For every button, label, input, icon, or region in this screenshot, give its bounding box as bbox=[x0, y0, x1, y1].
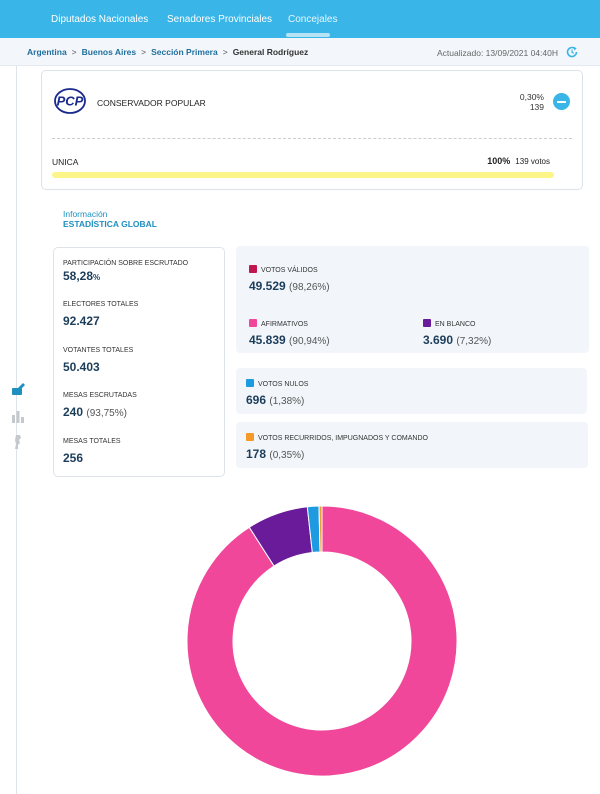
bar-chart-icon[interactable] bbox=[10, 408, 26, 424]
breadcrumb-separator: > bbox=[141, 47, 147, 57]
svg-text:PCP: PCP bbox=[57, 94, 84, 109]
en-blanco-swatch bbox=[423, 319, 431, 327]
breadcrumb: Argentina > Buenos Aires > Sección Primera > G… bbox=[27, 47, 308, 57]
list-name: UNICA bbox=[52, 157, 79, 167]
party-votes: 139 bbox=[529, 102, 544, 112]
global-stats-card: PARTICIPACIÓN SOBRE ESCRUTADO 58,28% ELE… bbox=[53, 247, 225, 477]
top-navigation: Diputados Nacionales Senadores Provincia… bbox=[0, 0, 600, 38]
list-percent: 100% bbox=[487, 156, 511, 166]
mesas-escrutadas-value: 240 (93,75%) bbox=[63, 405, 127, 419]
party-logo: PCP bbox=[54, 88, 86, 114]
breadcrumb-general-rodriguez: General Rodríguez bbox=[232, 47, 309, 57]
votos-nulos-value: 696 (1,38%) bbox=[246, 393, 305, 407]
active-tab-indicator bbox=[286, 33, 330, 37]
electores-value: 92.427 bbox=[63, 314, 100, 328]
votos-recurridos-label: VOTOS RECURRIDOS, IMPUGNADOS Y COMANDO bbox=[246, 433, 428, 442]
breadcrumb-argentina[interactable]: Argentina bbox=[27, 47, 67, 57]
votos-nulos-swatch bbox=[246, 379, 254, 387]
list-progress-bar bbox=[52, 172, 554, 178]
collapse-button[interactable] bbox=[553, 93, 570, 110]
tab-concejales[interactable]: Concejales bbox=[288, 14, 338, 25]
side-rail bbox=[16, 66, 17, 794]
votos-validos-value: 49.529 (98,26%) bbox=[249, 279, 330, 293]
last-updated: Actualizado: 13/09/2021 04:40H bbox=[437, 48, 558, 58]
party-name: CONSERVADOR POPULAR bbox=[97, 98, 206, 108]
tab-diputados-nacionales[interactable]: Diputados Nacionales bbox=[51, 14, 149, 25]
breadcrumb-seccion-primera[interactable]: Sección Primera bbox=[151, 47, 218, 57]
votantes-value: 50.403 bbox=[63, 360, 100, 374]
list-result: 100% 139 votos bbox=[487, 156, 550, 166]
mesas-totales-value: 256 bbox=[63, 451, 84, 465]
en-blanco-value: 3.690 (7,32%) bbox=[423, 333, 492, 347]
afirmativos-value: 45.839 (90,94%) bbox=[249, 333, 330, 347]
valid-votes-box: VOTOS VÁLIDOS 49.529 (98,26%) AFIRMATIVO… bbox=[236, 246, 589, 353]
afirmativos-swatch bbox=[249, 319, 257, 327]
participacion-value: 58,28% bbox=[63, 269, 101, 283]
electores-label: ELECTORES TOTALES bbox=[63, 301, 139, 308]
votos-validos-label: VOTOS VÁLIDOS bbox=[249, 265, 318, 274]
ballot-box-icon[interactable] bbox=[10, 380, 26, 396]
donut-segment-afirmativos[interactable] bbox=[187, 506, 457, 776]
tab-senadores-provinciales[interactable]: Senadores Provinciales bbox=[167, 14, 273, 25]
votantes-label: VOTANTES TOTALES bbox=[63, 347, 134, 354]
divider bbox=[52, 138, 572, 139]
party-percent: 0,30% bbox=[519, 92, 544, 102]
votos-nulos-label: VOTOS NULOS bbox=[246, 379, 308, 388]
donut-segment-recurridos[interactable] bbox=[318, 506, 323, 553]
mesas-totales-label: MESAS TOTALES bbox=[63, 438, 121, 445]
list-votes: 139 votos bbox=[515, 157, 550, 166]
breadcrumb-buenos-aires[interactable]: Buenos Aires bbox=[81, 47, 137, 57]
en-blanco-label: EN BLANCO bbox=[423, 319, 475, 328]
votos-recurridos-value: 178 (0,35%) bbox=[246, 447, 305, 461]
info-subtitle: Información bbox=[63, 209, 108, 219]
party-card: PCP CONSERVADOR POPULAR 0,30% 139 UNICA … bbox=[41, 70, 583, 190]
afirmativos-label: AFIRMATIVOS bbox=[249, 319, 308, 328]
recurridos-votes-box: VOTOS RECURRIDOS, IMPUGNADOS Y COMANDO 1… bbox=[236, 422, 588, 468]
breadcrumb-separator: > bbox=[71, 47, 77, 57]
null-votes-box: VOTOS NULOS 696 (1,38%) bbox=[236, 368, 587, 414]
participacion-label: PARTICIPACIÓN SOBRE ESCRUTADO bbox=[63, 260, 189, 267]
votos-recurridos-swatch bbox=[246, 433, 254, 441]
votos-validos-swatch bbox=[249, 265, 257, 273]
map-icon[interactable] bbox=[10, 434, 26, 450]
breadcrumb-separator: > bbox=[222, 47, 228, 57]
breadcrumb-bar: Argentina > Buenos Aires > Sección Primera > G… bbox=[0, 38, 600, 66]
info-title: ESTADÍSTICA GLOBAL bbox=[63, 219, 157, 229]
refresh-icon[interactable] bbox=[565, 45, 579, 59]
votes-donut-chart bbox=[187, 506, 457, 776]
party-result: 0,30% 139 bbox=[520, 92, 544, 112]
mesas-escrutadas-label: MESAS ESCRUTADAS bbox=[63, 392, 137, 399]
